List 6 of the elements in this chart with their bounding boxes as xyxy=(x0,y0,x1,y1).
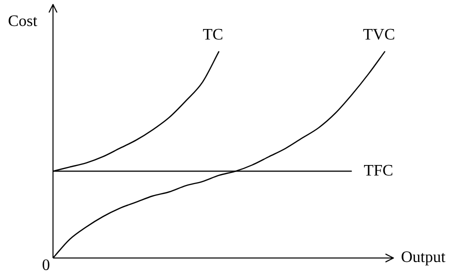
series-label: TC xyxy=(202,26,224,44)
series-label: TFC xyxy=(364,162,394,180)
series-label: TVC xyxy=(363,26,395,44)
y-axis-title: Cost xyxy=(8,13,38,30)
text: 0 xyxy=(42,257,50,274)
x-axis-title: Output xyxy=(401,249,446,266)
